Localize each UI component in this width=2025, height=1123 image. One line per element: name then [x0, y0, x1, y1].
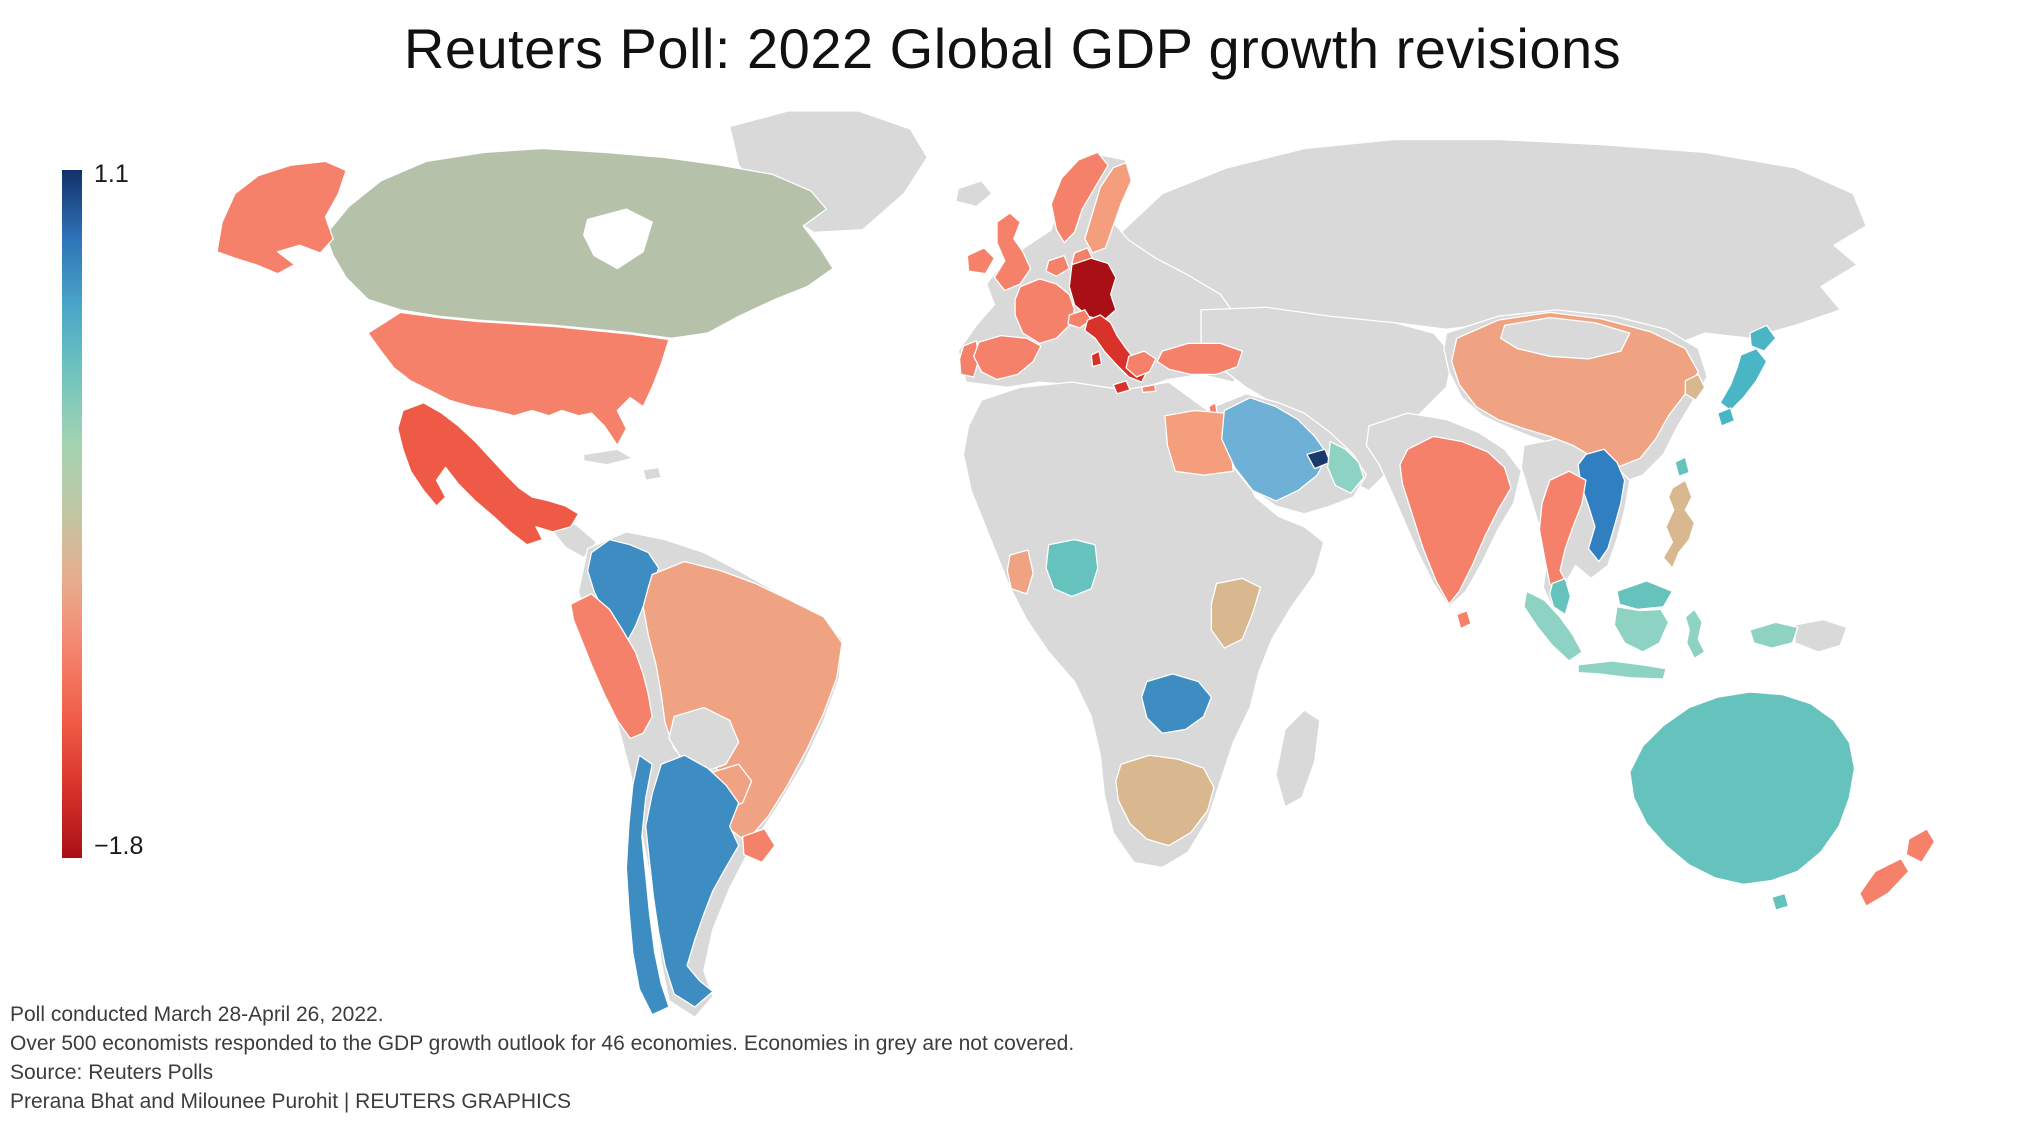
legend-min-label: −1.8 [94, 832, 144, 860]
landmass-iceland [955, 180, 993, 208]
country-mexico [397, 402, 580, 546]
country-greece [1125, 350, 1157, 378]
country-sweden [1084, 162, 1132, 254]
country-ghana [1006, 549, 1034, 595]
landmass-hispaniola [642, 466, 662, 481]
legend-max-label: 1.1 [94, 160, 129, 188]
country-netherlands [1045, 254, 1070, 277]
country-saudi-arabia [1221, 396, 1329, 502]
country-malaysia-peninsula [1549, 577, 1572, 616]
country-new-zealand-north [1905, 828, 1936, 864]
country-spain [973, 335, 1042, 381]
country-kenya [1210, 577, 1262, 649]
footer-source: Source: Reuters Polls [10, 1061, 214, 1084]
country-indonesia-sulawesi [1684, 608, 1706, 660]
country-nigeria [1045, 538, 1099, 598]
country-peru [570, 593, 653, 740]
country-sri-lanka [1456, 609, 1472, 630]
country-norway [1050, 151, 1109, 244]
country-new-zealand-south [1859, 857, 1910, 907]
country-uk [993, 212, 1032, 292]
country-zambia [1140, 673, 1213, 734]
country-indonesia-papua [1749, 621, 1799, 649]
country-usa [367, 311, 670, 447]
footer-poll-period: Poll conducted March 28-April 26, 2022. [10, 1003, 384, 1026]
country-australia [1629, 691, 1856, 885]
country-india [1399, 435, 1512, 605]
country-australia-tasmania [1771, 892, 1790, 911]
country-portugal [958, 340, 980, 378]
footer-notes: Poll conducted March 28-April 26, 2022. … [10, 1000, 1610, 1116]
country-taiwan [1674, 456, 1690, 478]
page-title: Reuters Poll: 2022 Global GDP growth rev… [403, 17, 1622, 80]
country-philippines [1662, 479, 1696, 569]
country-usa-alaska [216, 160, 347, 275]
country-ireland [966, 247, 996, 275]
country-colombia [586, 538, 660, 644]
country-turkey [1156, 342, 1244, 376]
country-japan-kyushu [1716, 407, 1736, 427]
landmass-madagascar [1275, 709, 1321, 808]
country-south-africa [1115, 754, 1215, 847]
country-indonesia-kalimantan [1613, 606, 1670, 653]
country-indonesia-java [1577, 660, 1667, 680]
country-oman [1326, 440, 1365, 494]
country-uruguay [741, 828, 776, 864]
country-switzerland [1067, 309, 1092, 329]
country-canada [324, 147, 834, 339]
color-legend: 1.1 −1.8 [62, 160, 202, 870]
landmass-cuba [583, 448, 634, 466]
country-france [1014, 278, 1076, 345]
country-brazil [642, 560, 843, 843]
landmass-papua-new-guinea [1794, 619, 1848, 653]
country-chile [625, 754, 670, 1016]
hudson-bay [583, 208, 653, 270]
country-argentina [645, 754, 740, 1008]
country-italy-sardinia [1090, 350, 1103, 368]
country-japan-hokkaido [1749, 324, 1777, 352]
country-malaysia-borneo [1616, 580, 1674, 610]
legend-gradient-bar [62, 170, 82, 858]
country-indonesia-sumatra [1523, 590, 1583, 662]
country-greece-crete [1140, 384, 1157, 394]
country-egypt [1164, 409, 1234, 476]
country-south-korea [1684, 373, 1706, 401]
country-italy-sicily [1112, 380, 1131, 395]
country-mongolia-grey [1500, 316, 1631, 360]
country-japan-honshu [1719, 347, 1768, 412]
footer-methodology: Over 500 economists responded to the GDP… [10, 1032, 1075, 1055]
country-germany [1068, 257, 1117, 321]
country-china [1450, 311, 1699, 468]
footer-credits: Prerana Bhat and Milounee Purohit | REUT… [10, 1090, 572, 1113]
